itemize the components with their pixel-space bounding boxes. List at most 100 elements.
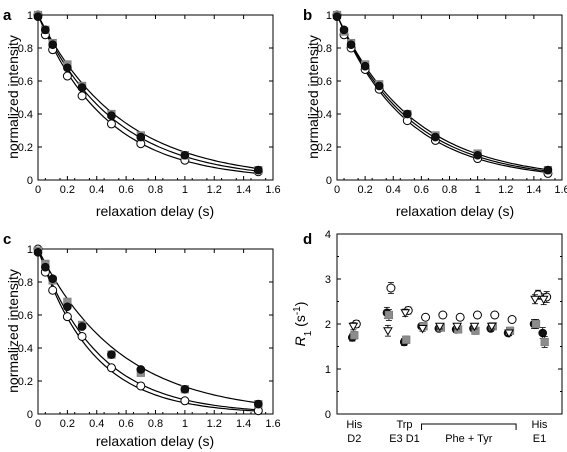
panel-b: b 0 0.2 0.4 0.6 0.8 1 1.2 1.4 1.6 0 0.2 0.4 0.6 0.8 1 re… bbox=[303, 7, 567, 219]
data-point bbox=[339, 25, 349, 35]
fit-curve bbox=[336, 14, 548, 172]
panel-a: a 0 0.2 0.4 0.6 0.8 1 1.2 1.4 1.6 0 0.2 0.4 0.6 0.8 1 re… bbox=[3, 7, 281, 219]
data-point bbox=[538, 295, 549, 305]
panel-letter: c bbox=[3, 231, 11, 248]
data-point bbox=[400, 309, 411, 318]
y-tick-label: 0.6 bbox=[18, 76, 33, 88]
x-tick-label: 1.2 bbox=[207, 418, 222, 430]
data-point bbox=[332, 12, 342, 21]
y-tick-label: 1 bbox=[325, 364, 331, 376]
data-point bbox=[77, 331, 87, 341]
data-point bbox=[538, 328, 547, 338]
data-point bbox=[350, 331, 359, 340]
data-point bbox=[62, 312, 72, 322]
data-point bbox=[136, 381, 146, 391]
x-tick-label: 1.4 bbox=[236, 184, 251, 196]
x-tick-label: 1.6 bbox=[554, 184, 567, 196]
x-tick-label: 0.2 bbox=[60, 184, 75, 196]
data-point bbox=[531, 319, 541, 329]
data-point bbox=[63, 302, 72, 312]
data-point bbox=[540, 337, 549, 347]
data-point bbox=[136, 132, 146, 142]
category-label: Trp bbox=[396, 419, 412, 431]
x-tick-label: 0.8 bbox=[148, 184, 163, 196]
data-point bbox=[530, 295, 540, 305]
data-point bbox=[486, 322, 497, 332]
data-point bbox=[48, 285, 58, 295]
x-tick-label: 0.8 bbox=[148, 418, 163, 430]
data-point bbox=[417, 325, 428, 334]
data-point bbox=[402, 335, 411, 344]
data-point bbox=[348, 322, 359, 332]
y-tick-label: 0.4 bbox=[317, 109, 332, 121]
data-point bbox=[180, 150, 190, 160]
y-tick-label: 1 bbox=[27, 244, 33, 256]
x-tick-label: 0 bbox=[35, 184, 41, 196]
y-axis-label: R1 (s-1) bbox=[292, 302, 314, 347]
panel-letter: a bbox=[3, 7, 12, 24]
fit-curve bbox=[37, 14, 259, 172]
data-point bbox=[455, 312, 465, 322]
data-point bbox=[107, 111, 116, 120]
data-point bbox=[434, 322, 445, 332]
y-tick-label: 1 bbox=[27, 10, 33, 22]
y-tick-label: 0 bbox=[326, 175, 332, 187]
data-point bbox=[438, 310, 448, 320]
x-tick-label: 1.2 bbox=[207, 184, 222, 196]
bracket bbox=[421, 423, 517, 430]
data-point bbox=[421, 312, 431, 322]
panel-letter: b bbox=[303, 7, 312, 24]
data-point bbox=[136, 365, 146, 374]
x-tick-label: 0.4 bbox=[89, 184, 104, 196]
y-axis-label-part: ) bbox=[292, 302, 308, 307]
plot-frame bbox=[336, 14, 563, 181]
data-point bbox=[374, 81, 384, 91]
y-tick-label: 4 bbox=[325, 229, 331, 241]
data-point bbox=[386, 283, 396, 293]
y-tick-label: 0.4 bbox=[18, 109, 33, 121]
category-label: His bbox=[532, 419, 548, 431]
x-tick-label: 1.6 bbox=[265, 418, 280, 430]
data-point bbox=[33, 248, 43, 257]
data-point bbox=[543, 165, 553, 175]
x-tick-label: 1 bbox=[475, 184, 481, 196]
data-point bbox=[77, 91, 87, 101]
panel-c: c 0 0.2 0.4 0.6 0.8 1 1.2 1.4 1.6 0 0.2 0.4 0.6 0.8 1 re… bbox=[3, 231, 281, 449]
data-point bbox=[383, 327, 393, 336]
x-tick-label: 1.4 bbox=[526, 184, 541, 196]
y-tick-label: 0.2 bbox=[317, 142, 332, 154]
data-point bbox=[106, 363, 116, 373]
x-tick-label: 1 bbox=[182, 184, 188, 196]
category-label: E1 bbox=[533, 433, 546, 445]
data-point bbox=[63, 63, 72, 73]
data-point bbox=[254, 165, 263, 175]
x-tick-label: 0.6 bbox=[118, 418, 133, 430]
data-point bbox=[452, 322, 463, 332]
data-point bbox=[41, 25, 50, 35]
fit-curve bbox=[37, 14, 259, 170]
data-point bbox=[254, 399, 263, 409]
y-tick-label: 0.2 bbox=[18, 142, 33, 154]
y-tick-label: 2 bbox=[325, 319, 331, 331]
x-tick-label: 0.4 bbox=[89, 418, 104, 430]
y-axis-label: normalized intensity bbox=[305, 35, 321, 159]
x-axis-label: relaxation delay (s) bbox=[396, 203, 514, 219]
y-axis-label-part: -1 bbox=[292, 306, 303, 315]
fit-curve bbox=[37, 248, 259, 411]
fit-curve bbox=[37, 14, 259, 174]
x-tick-label: 0.2 bbox=[357, 184, 372, 196]
data-point bbox=[473, 150, 482, 160]
y-axis-label-part: (s bbox=[292, 315, 308, 331]
category-label: His bbox=[346, 419, 362, 431]
data-point bbox=[469, 322, 480, 332]
data-point bbox=[48, 274, 57, 284]
y-axis-label: normalized intensity bbox=[5, 269, 21, 393]
data-point bbox=[472, 310, 482, 320]
y-tick-label: 0.6 bbox=[317, 76, 332, 88]
x-tick-label: 0.6 bbox=[118, 184, 133, 196]
y-tick-label: 0 bbox=[325, 409, 331, 421]
data-point bbox=[77, 83, 87, 92]
plot-frame bbox=[37, 248, 274, 415]
